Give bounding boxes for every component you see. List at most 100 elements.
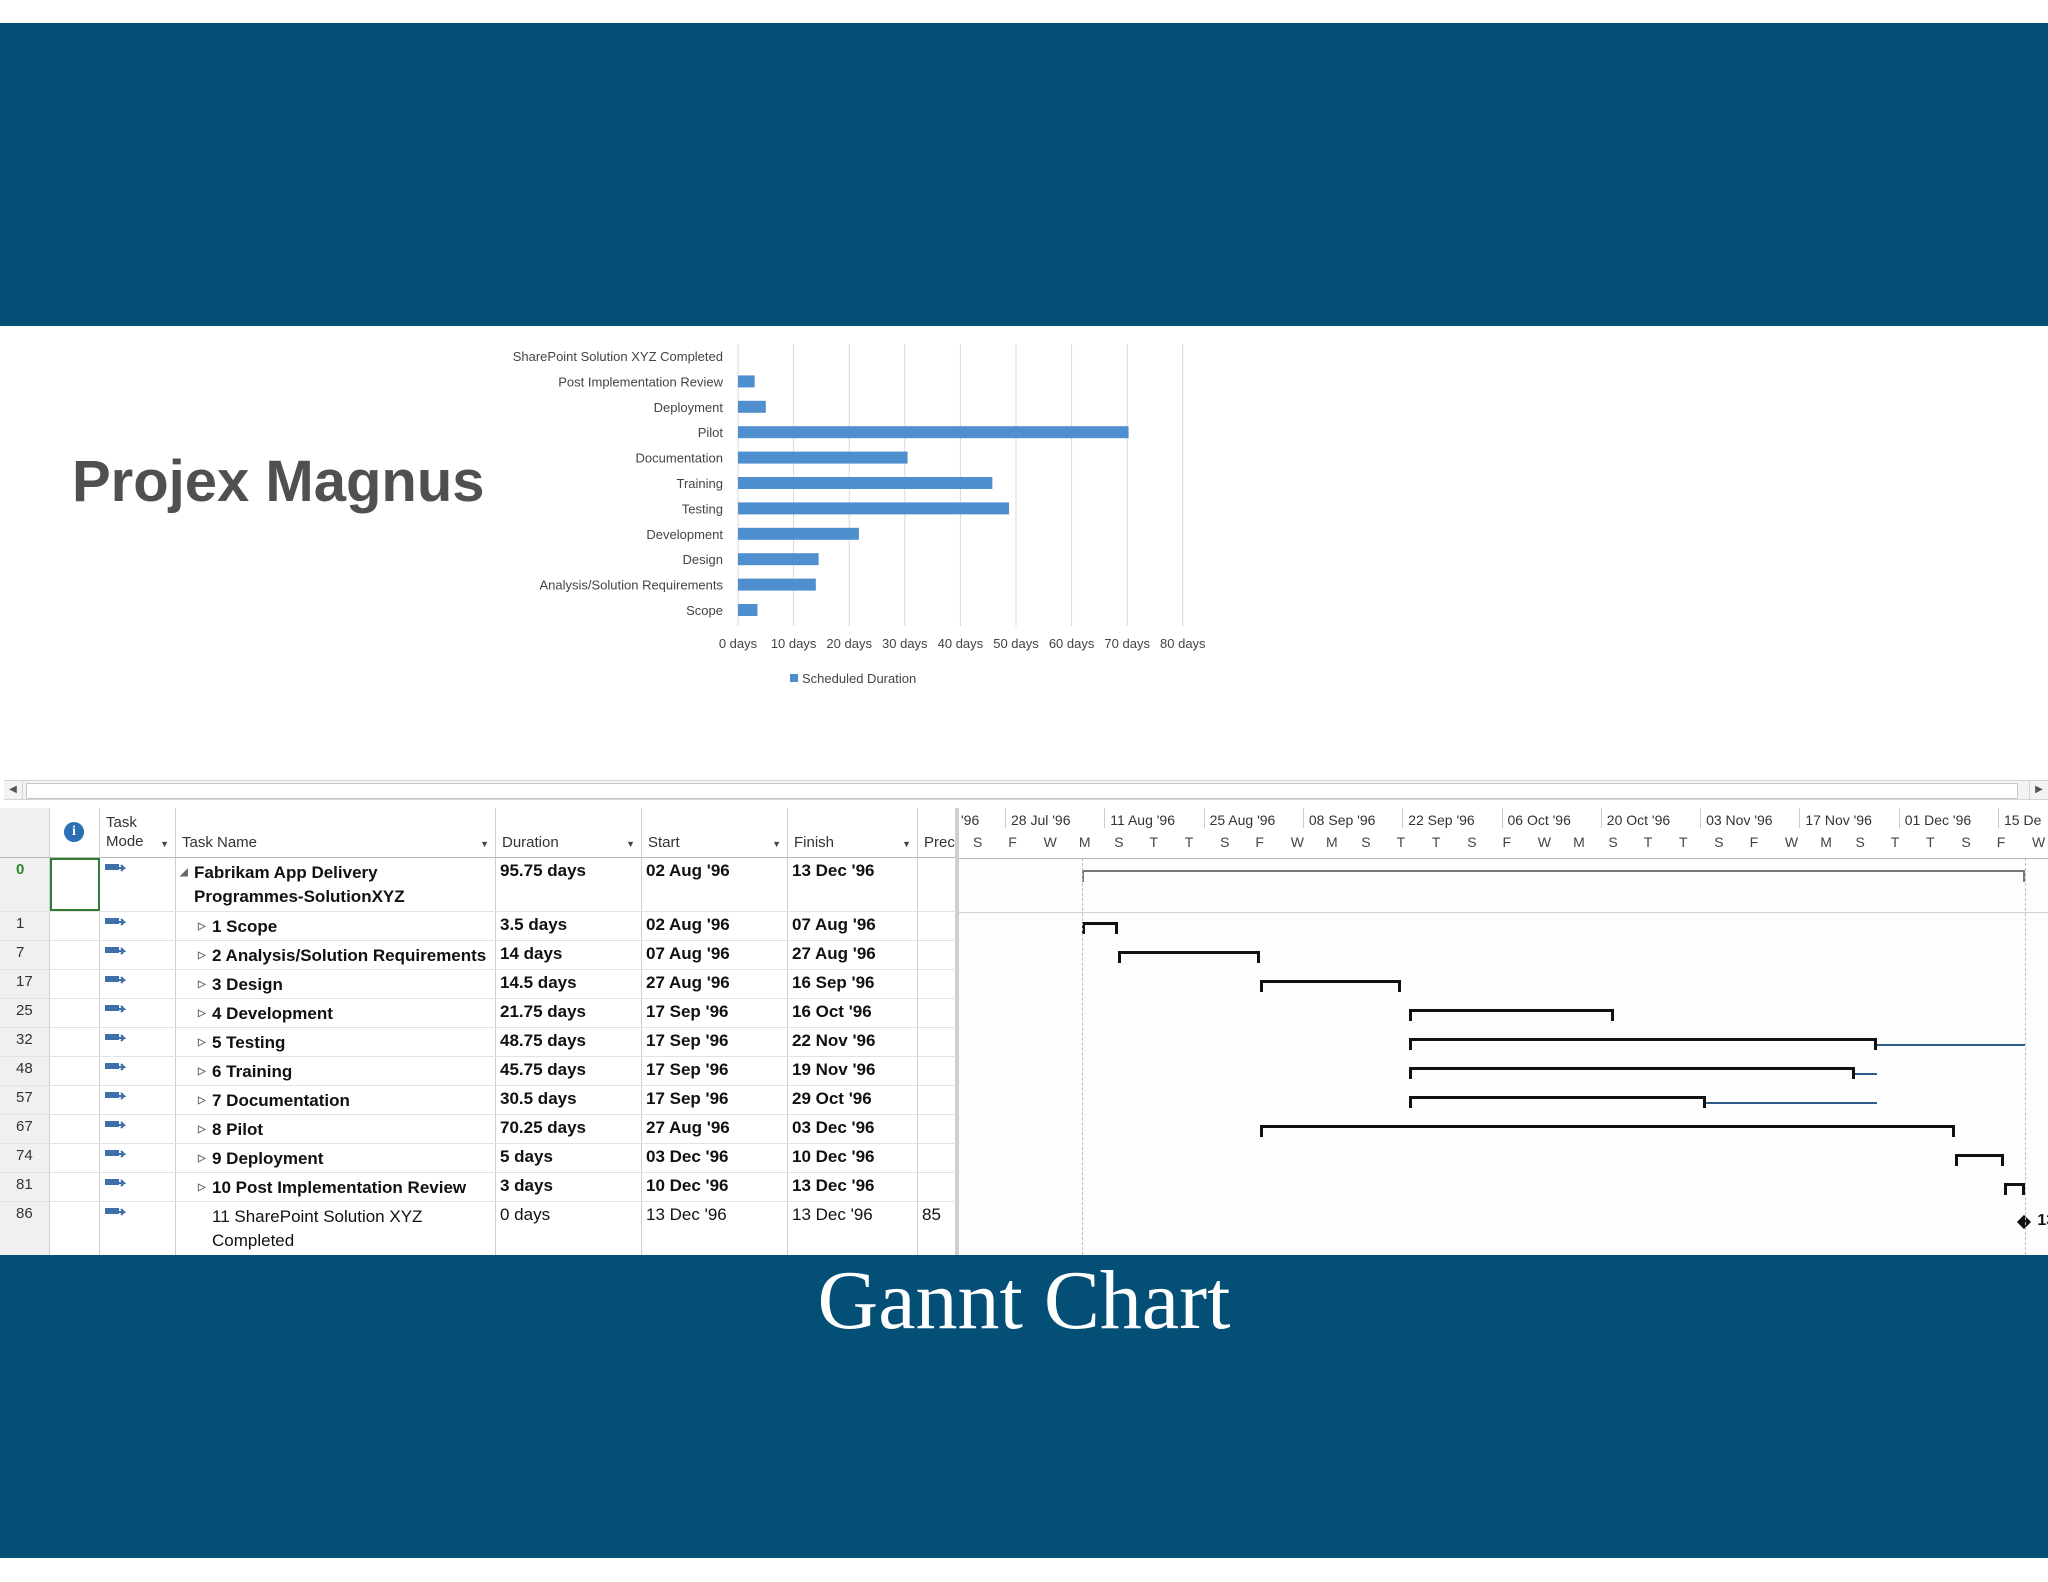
table-row[interactable]: 32 ▷ 5 Testing 48.75 days 17 Sep '96 22 Nov '…: [0, 1028, 956, 1057]
summary-task-bar[interactable]: [1259, 980, 1402, 992]
summary-task-bar[interactable]: [1954, 1154, 2005, 1166]
start-cell[interactable]: 17 Sep '96: [642, 1028, 788, 1056]
summary-task-bar[interactable]: [1408, 1067, 1856, 1079]
horizontal-scrollbar[interactable]: ◀ ▶: [4, 780, 2048, 800]
table-row[interactable]: 1 ▷ 1 Scope 3.5 days 02 Aug '96 07 Aug '96: [0, 912, 956, 941]
indicator-cell[interactable]: [50, 1202, 100, 1255]
summary-task-bar[interactable]: [1408, 1009, 1615, 1021]
chevron-down-icon[interactable]: ▼: [902, 839, 911, 849]
duration-cell[interactable]: 14 days: [496, 941, 642, 969]
scroll-thumb[interactable]: [26, 783, 2018, 799]
expand-triangle-icon[interactable]: ▷: [198, 1037, 206, 1048]
collapse-triangle-icon[interactable]: ◢: [180, 867, 188, 878]
predecessors-cell[interactable]: 85: [918, 1202, 956, 1255]
expand-triangle-icon[interactable]: ▷: [198, 979, 206, 990]
start-cell[interactable]: 10 Dec '96: [642, 1173, 788, 1201]
indicator-cell[interactable]: [50, 912, 100, 940]
task-name-cell[interactable]: ▷ 2 Analysis/Solution Requirements: [176, 941, 496, 969]
indicator-cell[interactable]: [50, 1057, 100, 1085]
summary-task-bar[interactable]: [1117, 951, 1260, 963]
summary-task-bar[interactable]: [1408, 1038, 1877, 1050]
expand-triangle-icon[interactable]: ▷: [198, 1008, 206, 1019]
indicator-cell[interactable]: [50, 1173, 100, 1201]
table-row[interactable]: 67 ▷ 8 Pilot 70.25 days 27 Aug '96 03 Dec '96: [0, 1115, 956, 1144]
start-cell[interactable]: 07 Aug '96: [642, 941, 788, 969]
table-row[interactable]: 74 ▷ 9 Deployment 5 days 03 Dec '96 10 Dec '9…: [0, 1144, 956, 1173]
task-mode-column-header[interactable]: Task Mode ▼: [100, 808, 176, 858]
expand-triangle-icon[interactable]: ▷: [198, 1124, 206, 1135]
chevron-down-icon[interactable]: ▼: [160, 839, 169, 849]
task-name-cell[interactable]: ▷ 7 Documentation: [176, 1086, 496, 1114]
task-mode-cell[interactable]: [100, 1202, 176, 1255]
predecessors-cell[interactable]: [918, 941, 956, 969]
summary-task-bar[interactable]: [1408, 1096, 1707, 1108]
task-name-cell[interactable]: ◢ Fabrikam App Delivery Programmes-Solutio…: [176, 858, 496, 911]
finish-column-header[interactable]: Finish ▼: [788, 808, 918, 858]
table-row[interactable]: 57 ▷ 7 Documentation 30.5 days 17 Sep '96 29 …: [0, 1086, 956, 1115]
expand-triangle-icon[interactable]: ▷: [198, 1182, 206, 1193]
task-mode-cell[interactable]: [100, 1144, 176, 1172]
expand-triangle-icon[interactable]: ▷: [198, 1066, 206, 1077]
indicator-cell[interactable]: [50, 1086, 100, 1114]
finish-cell[interactable]: 27 Aug '96: [788, 941, 918, 969]
start-cell[interactable]: 27 Aug '96: [642, 1115, 788, 1143]
duration-cell[interactable]: 3.5 days: [496, 912, 642, 940]
task-mode-cell[interactable]: [100, 1086, 176, 1114]
predecessors-column-header[interactable]: Prec: [918, 808, 956, 858]
predecessors-cell[interactable]: [918, 970, 956, 998]
task-name-cell[interactable]: ▷ 4 Development: [176, 999, 496, 1027]
start-cell[interactable]: 17 Sep '96: [642, 999, 788, 1027]
task-name-cell[interactable]: 11 SharePoint Solution XYZ Completed: [176, 1202, 496, 1255]
summary-task-bar[interactable]: [1082, 922, 1118, 934]
indicator-cell[interactable]: [50, 1115, 100, 1143]
duration-cell[interactable]: 48.75 days: [496, 1028, 642, 1056]
summary-task-bar[interactable]: [1259, 1125, 1955, 1137]
duration-cell[interactable]: 0 days: [496, 1202, 642, 1255]
predecessors-cell[interactable]: [918, 912, 956, 940]
finish-cell[interactable]: 16 Sep '96: [788, 970, 918, 998]
chevron-down-icon[interactable]: ▼: [626, 839, 635, 849]
task-mode-cell[interactable]: [100, 1115, 176, 1143]
finish-cell[interactable]: 13 Dec '96: [788, 1173, 918, 1201]
task-name-cell[interactable]: ▷ 3 Design: [176, 970, 496, 998]
expand-triangle-icon[interactable]: ▷: [198, 950, 206, 961]
finish-cell[interactable]: 13 Dec '96: [788, 1202, 918, 1255]
task-name-cell[interactable]: ▷ 5 Testing: [176, 1028, 496, 1056]
finish-cell[interactable]: 13 Dec '96: [788, 858, 918, 911]
predecessors-cell[interactable]: [918, 1057, 956, 1085]
finish-cell[interactable]: 16 Oct '96: [788, 999, 918, 1027]
duration-cell[interactable]: 5 days: [496, 1144, 642, 1172]
predecessors-cell[interactable]: [918, 1086, 956, 1114]
task-name-cell[interactable]: ▷ 9 Deployment: [176, 1144, 496, 1172]
start-cell[interactable]: 17 Sep '96: [642, 1057, 788, 1085]
table-row[interactable]: 25 ▷ 4 Development 21.75 days 17 Sep '96 16 O…: [0, 999, 956, 1028]
finish-cell[interactable]: 10 Dec '96: [788, 1144, 918, 1172]
duration-cell[interactable]: 14.5 days: [496, 970, 642, 998]
task-mode-cell[interactable]: [100, 858, 176, 911]
finish-cell[interactable]: 22 Nov '96: [788, 1028, 918, 1056]
chevron-down-icon[interactable]: ▼: [772, 839, 781, 849]
table-row[interactable]: 48 ▷ 6 Training 45.75 days 17 Sep '96 19 Nov …: [0, 1057, 956, 1086]
task-name-cell[interactable]: ▷ 1 Scope: [176, 912, 496, 940]
predecessors-cell[interactable]: [918, 1144, 956, 1172]
predecessors-cell[interactable]: [918, 1173, 956, 1201]
indicator-cell[interactable]: [50, 999, 100, 1027]
table-row[interactable]: 17 ▷ 3 Design 14.5 days 27 Aug '96 16 Sep '96: [0, 970, 956, 999]
expand-triangle-icon[interactable]: ▷: [198, 1153, 206, 1164]
summary-task-bar[interactable]: [2004, 1183, 2026, 1195]
task-mode-cell[interactable]: [100, 970, 176, 998]
table-row[interactable]: 86 11 SharePoint Solution XYZ Completed 0 d…: [0, 1202, 956, 1256]
task-name-column-header[interactable]: Task Name ▼: [176, 808, 496, 858]
indicator-cell[interactable]: [50, 1028, 100, 1056]
predecessors-cell[interactable]: [918, 1115, 956, 1143]
scroll-right-arrow-icon[interactable]: ▶: [2029, 781, 2048, 799]
duration-cell[interactable]: 21.75 days: [496, 999, 642, 1027]
start-cell[interactable]: 27 Aug '96: [642, 970, 788, 998]
start-cell[interactable]: 17 Sep '96: [642, 1086, 788, 1114]
task-mode-cell[interactable]: [100, 1028, 176, 1056]
start-cell[interactable]: 02 Aug '96: [642, 912, 788, 940]
indicator-cell[interactable]: [50, 1144, 100, 1172]
select-all-corner[interactable]: [0, 808, 50, 858]
duration-cell[interactable]: 95.75 days: [496, 858, 642, 911]
predecessors-cell[interactable]: [918, 858, 956, 911]
